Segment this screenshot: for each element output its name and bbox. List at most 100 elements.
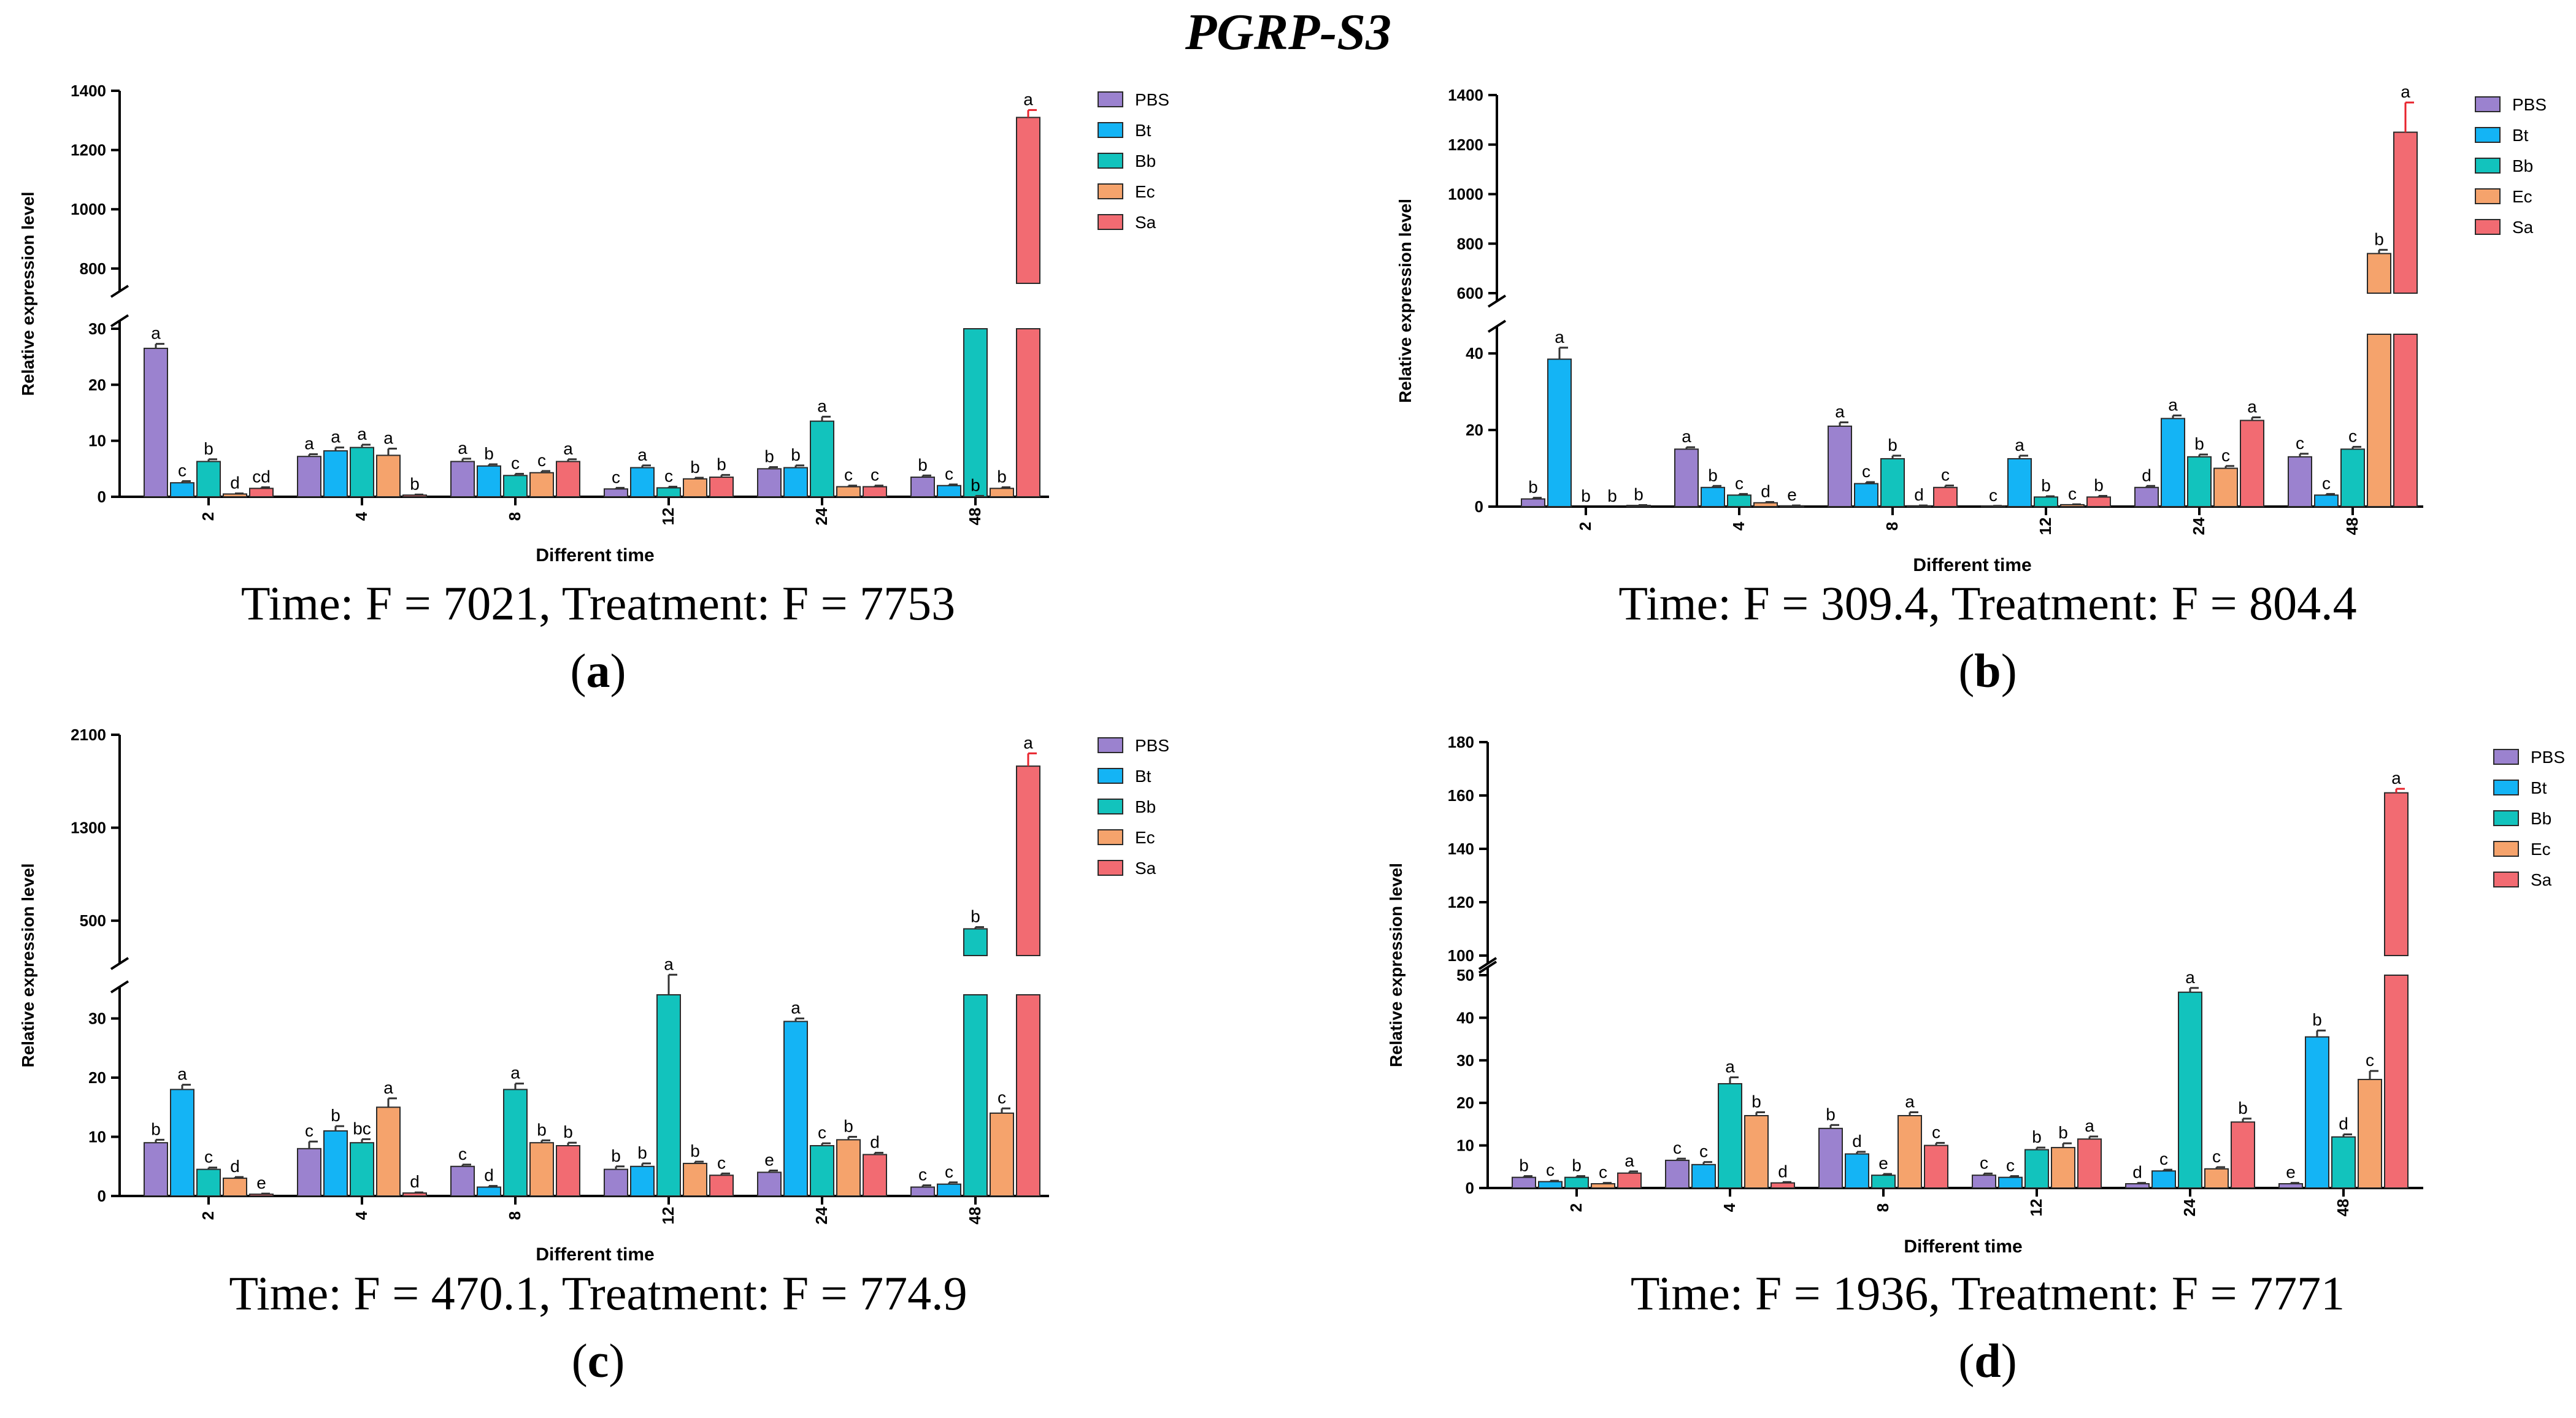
bar-sa	[2231, 1121, 2255, 1189]
bar-bb	[2340, 448, 2365, 507]
x-tick-label: 2	[199, 512, 217, 521]
significance-letter: b	[1572, 1156, 1582, 1175]
y-tick-label: 600	[1457, 284, 1483, 302]
significance-letter: c	[945, 464, 953, 483]
significance-letter: d	[2142, 466, 2151, 485]
significance-letter: b	[1708, 466, 1718, 485]
significance-letter: a	[331, 427, 340, 446]
x-axis-label: Different time	[536, 545, 654, 565]
significance-letter: a	[383, 428, 393, 447]
significance-letter: a	[1725, 1057, 1735, 1076]
y-tick-label: 10	[1456, 1136, 1474, 1155]
significance-letter: c	[1546, 1160, 1555, 1179]
panel-label: (b)	[1958, 644, 2017, 697]
legend-label-bt: Bt	[2512, 126, 2529, 145]
x-tick-label: 2	[1576, 522, 1594, 531]
legend-label-bt: Bt	[2531, 778, 2547, 797]
bar-pbs	[1512, 1176, 1536, 1189]
significance-letter: a	[2085, 1116, 2094, 1135]
significance-letter: c	[2212, 1147, 2221, 1166]
significance-letter: b	[1519, 1156, 1529, 1175]
bar-ec	[529, 472, 554, 498]
significance-letter: e	[2286, 1163, 2296, 1182]
bar-sa	[1771, 1182, 1795, 1189]
significance-letter: a	[1835, 402, 1845, 421]
significance-letter: b	[410, 474, 420, 493]
bar-ec	[223, 493, 247, 498]
y-tick-label: 160	[1448, 786, 1474, 805]
significance-letter: b	[971, 476, 980, 495]
bar-bt	[937, 485, 961, 498]
significance-letter: a	[458, 439, 467, 458]
bar-ec	[683, 1162, 707, 1197]
significance-letter: b	[2374, 229, 2384, 248]
significance-letter: c	[871, 466, 879, 485]
legend-swatch-pbs	[2475, 96, 2501, 112]
significance-letter: c	[918, 1165, 927, 1184]
bar-pbs	[910, 1186, 935, 1197]
significance-letter: c	[1673, 1138, 1682, 1157]
panel-label-close: )	[610, 644, 626, 697]
bar-sa	[1016, 117, 1040, 284]
legend-label-pbs: PBS	[2512, 95, 2547, 114]
significance-letter: c	[2366, 1051, 2374, 1070]
significance-letter: c	[1980, 1153, 1988, 1172]
bar-pbs	[757, 468, 782, 497]
significance-letter: c	[204, 1148, 213, 1167]
bar-bb	[1871, 1175, 1896, 1189]
axis-break-mark	[1478, 960, 1498, 974]
y-tick-label: 0	[98, 1187, 106, 1205]
bar-bt	[477, 1186, 501, 1197]
axis-break-mark	[110, 285, 129, 298]
significance-letter: b	[791, 445, 801, 464]
significance-letter: b	[971, 907, 980, 926]
legend-swatch-sa	[2475, 219, 2501, 235]
bar-bb	[810, 1145, 834, 1197]
legend-label-ec: Ec	[1135, 828, 1155, 847]
bar-bb	[196, 461, 221, 498]
significance-letter: b	[1607, 486, 1617, 505]
legend-swatch-bt	[1098, 122, 1123, 138]
significance-letter: b	[717, 454, 726, 473]
y-tick-label: 10	[88, 1128, 106, 1146]
legend-label-sa: Sa	[2531, 870, 2552, 889]
significance-letter: b	[2094, 476, 2104, 495]
legend-label-bt: Bt	[1135, 767, 1152, 786]
bar-pbs	[297, 1148, 321, 1197]
panel-label-open: (	[1958, 1334, 1974, 1387]
bar-bt	[1538, 1181, 1563, 1189]
legend-label-ec: Ec	[2512, 187, 2532, 206]
legend-swatch-bb	[2493, 810, 2519, 826]
bar-ec	[1897, 1115, 1922, 1189]
legend-label-bb: Bb	[2531, 809, 2551, 828]
panel-label-close: )	[609, 1334, 625, 1387]
significance-letter: b	[2041, 476, 2051, 495]
significance-letter: e	[1787, 485, 1797, 504]
x-tick-label: 4	[352, 512, 371, 521]
bar-bb	[656, 994, 681, 1197]
bar-sa	[2086, 496, 2111, 508]
bar-bt	[477, 465, 501, 497]
bar-bb	[2331, 1136, 2356, 1189]
bar-ec	[990, 1112, 1014, 1197]
significance-letter: e	[1878, 1154, 1888, 1173]
significance-letter: c	[2006, 1156, 2015, 1175]
significance-letter: b	[331, 1106, 340, 1125]
significance-letter: b	[1581, 486, 1591, 505]
bar-bb	[503, 475, 528, 497]
bar-ec	[376, 454, 401, 497]
significance-letter: d	[1761, 482, 1771, 501]
significance-letter: a	[383, 1078, 393, 1097]
bar-ec	[2213, 467, 2238, 507]
y-tick-label: 50	[1456, 966, 1474, 984]
significance-letter: cd	[252, 467, 271, 486]
bar-bb	[1727, 494, 1751, 507]
bar-ec	[990, 488, 1014, 497]
significance-letter: c	[1989, 486, 1997, 505]
bar-bb	[196, 1168, 221, 1197]
significance-letter: a	[357, 424, 367, 443]
legend-label-sa: Sa	[2512, 218, 2534, 237]
bar-bb	[1564, 1176, 1589, 1189]
legend-swatch-sa	[1098, 860, 1123, 876]
x-tick-label: 24	[812, 1206, 831, 1224]
